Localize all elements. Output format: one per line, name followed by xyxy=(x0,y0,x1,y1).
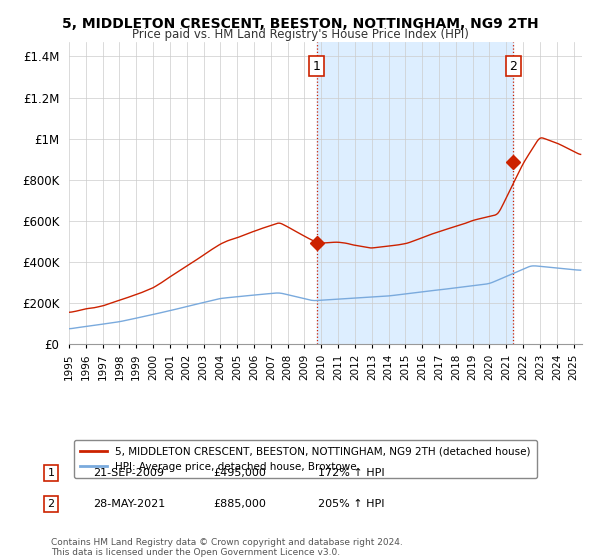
Text: 5, MIDDLETON CRESCENT, BEESTON, NOTTINGHAM, NG9 2TH: 5, MIDDLETON CRESCENT, BEESTON, NOTTINGH… xyxy=(62,17,538,31)
Text: 2: 2 xyxy=(509,60,517,73)
Text: Contains HM Land Registry data © Crown copyright and database right 2024.
This d: Contains HM Land Registry data © Crown c… xyxy=(51,538,403,557)
Text: Price paid vs. HM Land Registry's House Price Index (HPI): Price paid vs. HM Land Registry's House … xyxy=(131,28,469,41)
Bar xyxy=(317,42,513,344)
Text: £495,000: £495,000 xyxy=(213,468,266,478)
Legend: 5, MIDDLETON CRESCENT, BEESTON, NOTTINGHAM, NG9 2TH (detached house), HPI: Avera: 5, MIDDLETON CRESCENT, BEESTON, NOTTINGH… xyxy=(74,440,536,478)
Text: 205% ↑ HPI: 205% ↑ HPI xyxy=(318,499,385,509)
Text: 28-MAY-2021: 28-MAY-2021 xyxy=(93,499,165,509)
Text: 1: 1 xyxy=(313,60,320,73)
Text: £885,000: £885,000 xyxy=(213,499,266,509)
Text: 172% ↑ HPI: 172% ↑ HPI xyxy=(318,468,385,478)
Text: 1: 1 xyxy=(47,468,55,478)
Text: 2: 2 xyxy=(47,499,55,509)
Text: 21-SEP-2009: 21-SEP-2009 xyxy=(93,468,164,478)
